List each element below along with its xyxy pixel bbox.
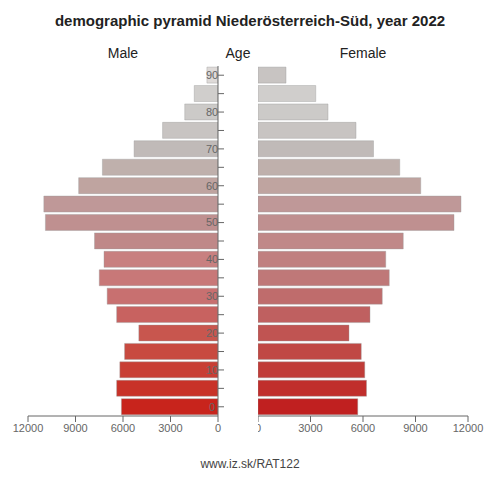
svg-text:50: 50 xyxy=(206,216,218,228)
svg-text:6000: 6000 xyxy=(351,422,375,434)
svg-text:90: 90 xyxy=(206,69,218,81)
svg-text:0: 0 xyxy=(215,422,221,434)
svg-text:3000: 3000 xyxy=(158,422,182,434)
svg-text:12000: 12000 xyxy=(13,422,44,434)
html-text:Female: Female xyxy=(339,45,387,61)
svg-text:9000: 9000 xyxy=(403,422,427,434)
html-text:www.iz.sk/RAT122: www.iz.sk/RAT122 xyxy=(200,457,300,471)
svg-text:40: 40 xyxy=(206,253,218,265)
html-text:demographic pyramid Niederöste: demographic pyramid Niederösterreich-Süd… xyxy=(54,12,446,29)
svg-text:10: 10 xyxy=(206,364,218,376)
svg-text:70: 70 xyxy=(206,143,218,155)
svg-text:6000: 6000 xyxy=(111,422,135,434)
svg-text:60: 60 xyxy=(206,180,218,192)
svg-text:12000: 12000 xyxy=(453,422,484,434)
svg-text:3000: 3000 xyxy=(298,422,322,434)
svg-text:80: 80 xyxy=(206,106,218,118)
html-text:Male: Male xyxy=(107,45,139,61)
svg-text:0: 0 xyxy=(258,422,261,434)
svg-text:9000: 9000 xyxy=(63,422,87,434)
svg-text:30: 30 xyxy=(206,290,218,302)
svg-text:20: 20 xyxy=(206,327,218,339)
html-text:Age: Age xyxy=(225,45,251,61)
svg-text:0: 0 xyxy=(209,401,215,413)
